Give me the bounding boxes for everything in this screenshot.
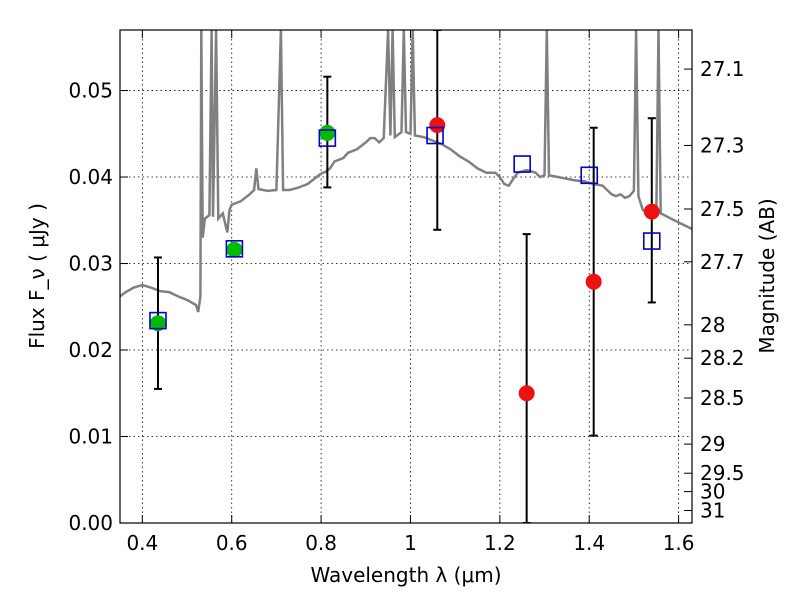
x-tick-label: 1.2 — [484, 531, 516, 555]
y-right-tick-label: 29 — [700, 432, 725, 456]
x-tick-label: 1.4 — [573, 531, 605, 555]
y-tick-label: 0.04 — [68, 165, 113, 189]
y-right-tick-label: 27.3 — [700, 133, 745, 157]
x-tick-label: 1.6 — [663, 531, 695, 555]
y-right-tick-label: 30 — [700, 480, 725, 504]
y-right-tick-label: 28.2 — [700, 346, 745, 370]
x-axis-label: Wavelength λ (μm) — [310, 563, 501, 587]
plot-frame — [119, 29, 693, 524]
observed-point — [585, 273, 602, 290]
y-axis-label: Flux F_ν ( μJy ) — [25, 203, 49, 349]
model-photometry-point — [642, 232, 661, 250]
y-right-tick-label: 28 — [700, 313, 725, 337]
observed-point — [518, 385, 535, 402]
y-tick-label: 0.02 — [68, 338, 113, 362]
model-photometry-point — [149, 311, 167, 330]
model-photometry-point — [513, 155, 531, 173]
observed-point — [226, 241, 243, 258]
y-right-tick-label: 29.5 — [700, 461, 745, 485]
data-markers — [149, 117, 661, 402]
model-photometry-point — [580, 166, 599, 185]
observed-point — [643, 203, 660, 220]
model-spectrum-line — [120, 30, 692, 313]
y-right-tick-label: 28.5 — [700, 386, 745, 410]
model-photometry-point — [318, 129, 337, 147]
observed-point — [429, 117, 446, 134]
axis-ticks: 0.4 0.6 0.8 1 1.2 1.4 1.6 0.00 0.01 0.02 0.03 0.04 0… — [68, 30, 745, 555]
y-right-tick-label: 27.5 — [700, 197, 745, 221]
y-right-tick-label: 31 — [700, 498, 725, 522]
x-tick-label: 0.4 — [126, 531, 158, 555]
x-tick-label: 0.6 — [216, 531, 248, 555]
model-photometry-point — [426, 126, 444, 145]
observed-point — [319, 124, 336, 141]
y-tick-label: 0.05 — [68, 79, 113, 103]
x-tick-label: 0.8 — [305, 531, 337, 555]
y-tick-label: 0.03 — [68, 252, 113, 276]
y-right-tick-label: 27.7 — [700, 250, 745, 274]
x-tick-label: 1 — [404, 531, 417, 555]
y-tick-label: 0.00 — [68, 511, 113, 535]
y-axis-right-label: Magnitude (AB) — [755, 198, 779, 353]
y-right-tick-label: 27.1 — [700, 57, 745, 81]
y-tick-label: 0.01 — [68, 425, 113, 449]
model-photometry-point — [225, 240, 244, 258]
